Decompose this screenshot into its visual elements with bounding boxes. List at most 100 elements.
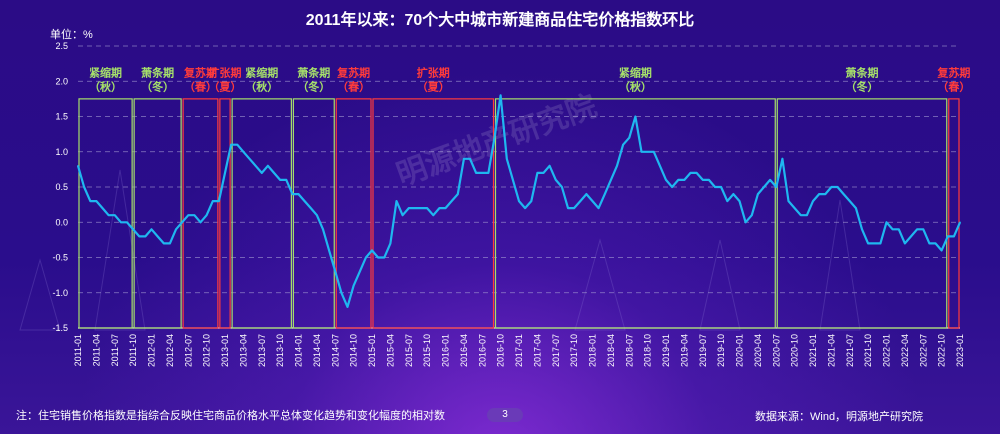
series-point [812, 200, 814, 202]
series-point [585, 193, 588, 195]
series-point [536, 172, 539, 174]
series-point [959, 221, 961, 224]
series-point [506, 158, 508, 160]
series-point [702, 179, 704, 181]
x-tick-label: 2019-10 [716, 334, 726, 367]
x-tick-label: 2017-07 [551, 334, 561, 367]
series-point [548, 165, 551, 167]
x-tick-label: 2014-04 [312, 334, 322, 367]
series-point [469, 158, 471, 160]
series-point [622, 143, 624, 146]
y-tick-label: -0.5 [52, 253, 68, 263]
x-axis-tick-labels: 2011-01 2011-04 2011-07 2011-10 2012-01 2012-… [73, 334, 965, 367]
phase-season: （秋） [619, 79, 652, 93]
series-point [199, 221, 202, 224]
y-tick-label: -1.5 [52, 323, 68, 333]
series-point [303, 200, 306, 202]
series-point [346, 306, 349, 308]
series-point [126, 221, 128, 224]
series-point [401, 214, 404, 216]
x-tick-label: 2015-07 [404, 334, 414, 367]
series-point [169, 242, 171, 245]
x-tick-label: 2013-01 [220, 334, 230, 367]
series-point [800, 214, 802, 216]
series-point [542, 172, 545, 174]
x-tick-label: 2021-07 [845, 334, 855, 367]
series-point [77, 165, 79, 167]
y-tick-label: 1.0 [55, 147, 68, 157]
data-source: 数据来源：Wind，明源地产研究院 [755, 411, 924, 423]
series-point [499, 94, 502, 97]
phase-label: 扩张期 [417, 65, 450, 79]
series-point [836, 186, 839, 188]
x-tick-label: 2020-07 [771, 334, 781, 367]
phase-label: 复苏期 [336, 65, 370, 79]
series-point [775, 186, 778, 188]
series-point [328, 249, 330, 252]
series-point [904, 242, 906, 245]
x-tick-label: 2017-04 [532, 334, 542, 367]
series-point [187, 214, 190, 216]
series-point [156, 235, 159, 238]
series-point [205, 214, 208, 216]
x-tick-label: 2012-04 [165, 334, 175, 367]
series-point [677, 179, 680, 181]
series-point [89, 200, 92, 202]
phase-box [335, 98, 372, 329]
x-tick-label: 2020-10 [790, 334, 800, 367]
phase-label: 紧缩期 [245, 65, 278, 79]
series-point [493, 136, 496, 139]
y-tick-label: 0.5 [55, 182, 68, 192]
series-point [885, 221, 888, 224]
x-tick-label: 2017-01 [514, 334, 524, 367]
series-point [934, 242, 937, 245]
x-tick-label: 2022-10 [937, 334, 947, 367]
x-tick-label: 2019-04 [679, 334, 689, 367]
series-point [132, 228, 134, 231]
series-point [916, 228, 918, 231]
phase-box [372, 98, 495, 329]
y-tick-label: 0.0 [55, 217, 68, 227]
series-point [597, 207, 600, 209]
series-point [371, 249, 373, 252]
phase-season: （夏） [417, 80, 450, 93]
x-tick-label: 2016-04 [459, 334, 469, 367]
series-point [561, 186, 563, 188]
series-point [359, 270, 361, 273]
series-point [842, 193, 845, 195]
x-tick-label: 2011-10 [128, 334, 138, 366]
page-number-badge: 3 [487, 408, 523, 422]
series-point [261, 172, 263, 174]
x-tick-label: 2023-01 [955, 334, 965, 367]
x-tick-label: 2017-10 [569, 334, 579, 367]
x-tick-label: 2015-01 [367, 334, 377, 367]
phase-label: 扩张期 [209, 65, 242, 79]
series-point [879, 242, 882, 245]
series-point [242, 151, 245, 153]
phase-season: （春） [937, 79, 970, 93]
series-point [671, 186, 673, 188]
series-point [463, 158, 465, 160]
series-point [95, 200, 98, 202]
x-tick-label: 2021-04 [826, 334, 836, 367]
series-point [855, 207, 857, 209]
series-point [248, 158, 251, 160]
x-tick-label: 2016-10 [496, 334, 506, 367]
phase-box [494, 98, 776, 329]
x-tick-label: 2012-07 [183, 334, 193, 367]
series-point [591, 200, 594, 202]
y-axis-tick-labels: 2.5 2.0 1.5 1.0 0.5 0.0 -0.5 -1.0 -1.5 [52, 41, 68, 333]
x-tick-label: 2012-01 [147, 334, 157, 367]
series-point [634, 115, 637, 118]
series-point [867, 242, 869, 245]
x-tick-label: 2011-04 [91, 334, 101, 366]
series-point [947, 235, 949, 238]
series-point [910, 235, 912, 238]
series-point [487, 172, 490, 174]
phase-season: （春） [184, 79, 217, 93]
x-tick-label: 2021-10 [863, 334, 873, 367]
phase-label: 紧缩期 [89, 65, 122, 79]
series-point [530, 200, 533, 202]
phase-season: （夏） [209, 80, 242, 93]
